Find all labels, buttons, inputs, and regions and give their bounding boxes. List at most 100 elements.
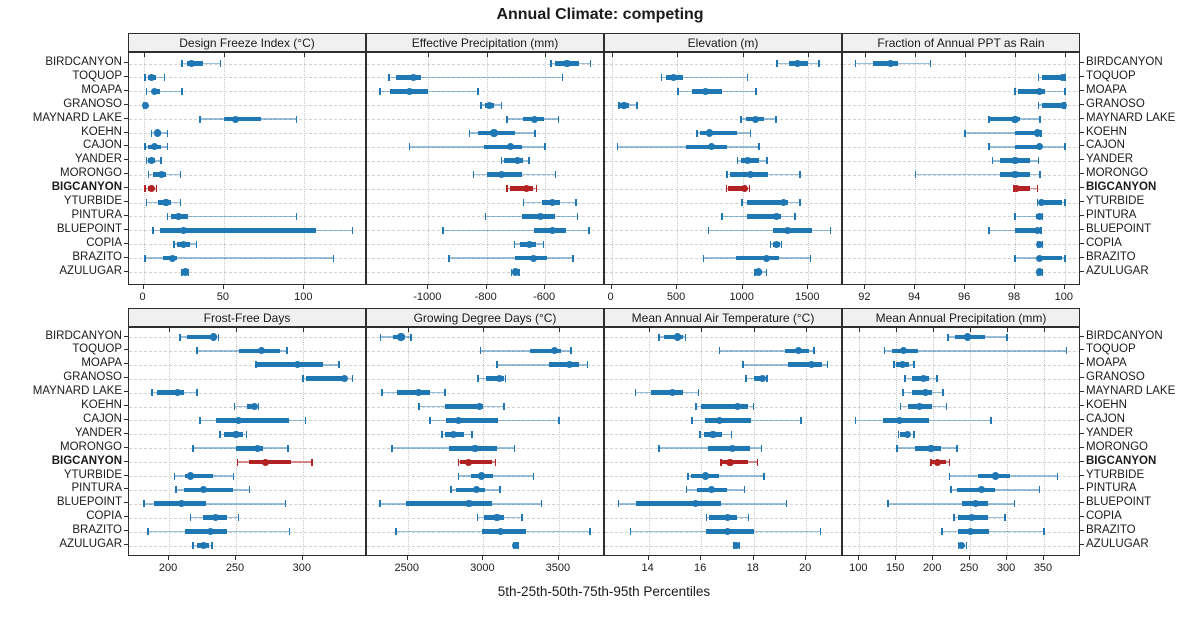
row-gridline [129, 188, 365, 190]
median-dot [188, 59, 196, 68]
whisker-cap [144, 254, 146, 262]
whisker-cap [442, 226, 444, 234]
row-gridline [843, 392, 1079, 394]
site-label-left-koehn: KOEHN [81, 399, 122, 411]
whisker-cap [248, 486, 251, 494]
median-dot [977, 486, 985, 494]
vertical-gridline [965, 53, 967, 284]
whisker-cap [288, 528, 291, 536]
median-dot [154, 129, 162, 137]
panel-strip-label: Growing Degree Days (°C) [413, 310, 557, 325]
median-dot [525, 240, 533, 248]
whisker-line [145, 257, 334, 259]
whisker-cap [302, 375, 304, 383]
whisker-cap [151, 389, 153, 397]
whisker-cap [887, 500, 889, 508]
row-gridline [367, 174, 603, 176]
median-dot [772, 212, 780, 220]
whisker-cap [634, 389, 637, 397]
whisker-cap [147, 528, 149, 536]
y-tick-left [124, 89, 128, 91]
median-dot [147, 157, 156, 165]
interquartile-bar [223, 116, 261, 122]
median-dot [915, 402, 923, 411]
row-gridline [367, 337, 603, 338]
whisker-line [146, 90, 183, 93]
row-gridline [129, 244, 365, 246]
median-dot [707, 143, 715, 151]
median-dot [763, 254, 771, 262]
x-tick [1006, 556, 1008, 560]
x-tick-label: 2500 [394, 562, 420, 574]
y-tick-right [1080, 173, 1084, 175]
x-tick-top [143, 53, 145, 57]
interquartile-bar [249, 459, 291, 465]
median-dot [772, 240, 780, 248]
panel-mean-annual-precipitation-mm [842, 327, 1080, 556]
site-label-right-moapa: MOAPA [1086, 83, 1127, 96]
whisker-cap [1056, 472, 1059, 480]
y-tick-left [124, 530, 128, 532]
whisker-cap [295, 212, 298, 220]
row-gridline [605, 258, 841, 260]
vertical-gridline [428, 53, 430, 284]
row-gridline [129, 202, 365, 204]
vertical-gridline [611, 53, 613, 284]
whisker-cap [351, 375, 354, 383]
row-gridline [843, 244, 1079, 246]
site-label-left-pintura: PINTURA [71, 208, 122, 221]
vertical-gridline [169, 328, 171, 555]
median-dot [293, 361, 302, 369]
whisker-cap [658, 444, 660, 452]
whisker-cap [813, 347, 815, 355]
interquartile-bar [747, 200, 788, 205]
median-dot [478, 472, 486, 480]
whisker-cap [477, 375, 479, 383]
row-gridline [129, 364, 365, 366]
row-gridline [367, 272, 603, 273]
interquartile-bar [722, 459, 749, 465]
x-tick-label: 500 [666, 291, 686, 303]
median-dot [759, 375, 767, 383]
whisker-line [458, 475, 534, 477]
whisker-cap [236, 458, 239, 466]
site-label-right-brazito: BRAZITO [1086, 250, 1136, 263]
site-label-right-pintura: PINTURA [1086, 482, 1137, 495]
x-tick [864, 285, 866, 289]
whisker-line [884, 350, 1067, 352]
site-label-left-yturbide: YTURBIDE [63, 195, 122, 207]
median-dot [968, 514, 976, 522]
y-tick-left [124, 418, 128, 420]
whisker-cap [173, 472, 176, 480]
whisker-cap [913, 430, 915, 438]
interquartile-bar [747, 214, 782, 219]
whisker-cap [535, 185, 538, 193]
y-tick-right [1080, 214, 1084, 216]
site-label-right-pintura: PINTURA [1086, 208, 1137, 221]
row-gridline [605, 202, 841, 204]
interquartile-bar [157, 390, 184, 395]
row-gridline [367, 188, 603, 190]
y-tick-right [1080, 502, 1084, 504]
interquartile-bar [185, 473, 214, 479]
whisker-cap [1037, 157, 1040, 165]
whisker-cap [829, 226, 832, 234]
whisker-cap [199, 115, 201, 123]
site-label-right-koehn: KOEHN [1086, 125, 1127, 138]
site-label-right-yturbide: YTURBIDE [1086, 195, 1145, 207]
whisker-cap [677, 87, 679, 95]
whisker-cap [965, 542, 968, 549]
whisker-line [448, 257, 573, 259]
whisker-cap [1064, 199, 1066, 206]
whisker-cap [534, 129, 536, 137]
whisker-cap [854, 416, 857, 424]
median-dot [747, 171, 755, 179]
median-dot [493, 514, 501, 522]
panel-strip-label: Frost-Free Days [203, 310, 291, 325]
median-dot [705, 129, 713, 137]
whisker-cap [232, 472, 235, 480]
x-tick-label: 1000 [729, 291, 754, 303]
median-dot [147, 185, 156, 193]
interquartile-bar [305, 376, 347, 382]
median-dot [253, 444, 261, 452]
